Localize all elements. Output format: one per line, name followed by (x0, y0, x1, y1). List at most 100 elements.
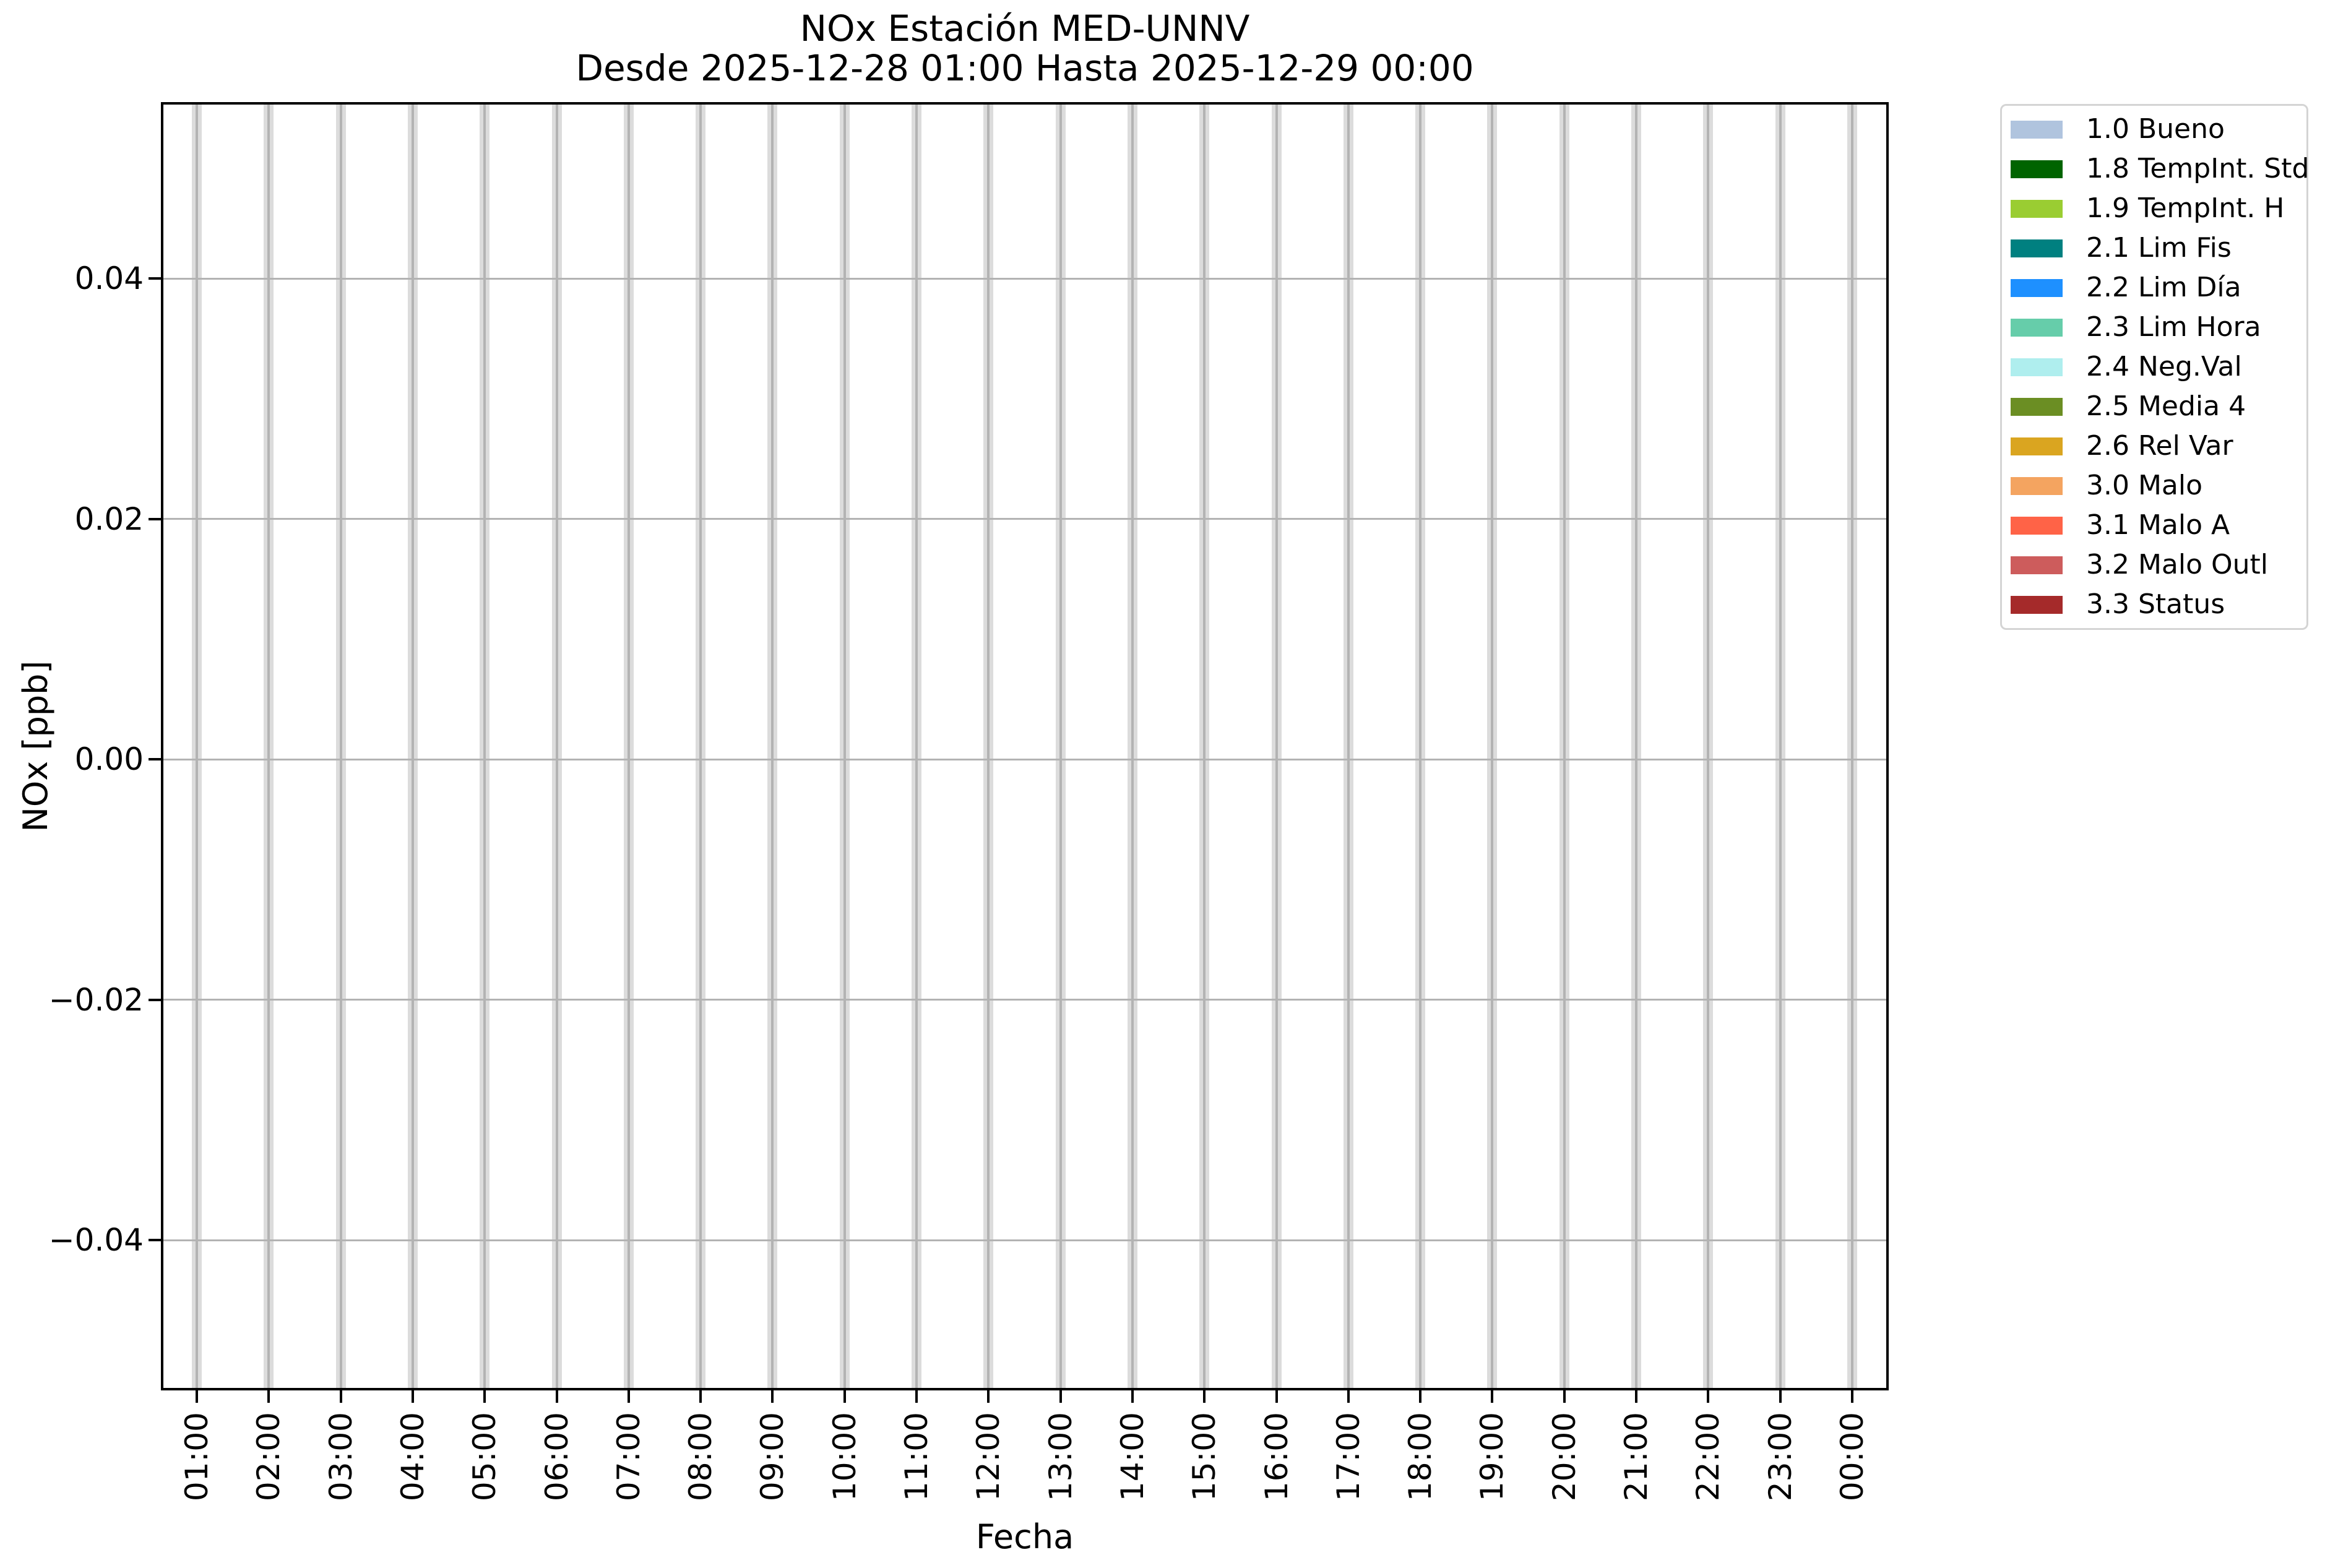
legend-label: 1.8 TempInt. Std (2086, 153, 2310, 184)
x-tick-label: 23:00 (1762, 1412, 1798, 1502)
x-gridline (1347, 102, 1350, 1390)
x-tick-label: 16:00 (1258, 1412, 1295, 1502)
x-tick (627, 1390, 630, 1403)
x-tick (555, 1390, 558, 1403)
legend-label: 3.0 Malo (2086, 470, 2203, 501)
x-tick (699, 1390, 702, 1403)
legend-label: 2.2 Lim Día (2086, 272, 2241, 303)
x-tick (1779, 1390, 1782, 1403)
y-tick (149, 277, 161, 280)
legend-label: 3.1 Malo A (2086, 509, 2230, 541)
legend-label: 2.3 Lim Hora (2086, 311, 2261, 343)
x-gridline (843, 102, 846, 1390)
legend-swatch (2011, 120, 2063, 139)
x-gridline (1491, 102, 1494, 1390)
legend-row: 2.4 Neg.Val (2011, 347, 2306, 387)
y-gridline (161, 1239, 1889, 1241)
legend-row: 3.1 Malo A (2011, 506, 2306, 545)
x-tick (987, 1390, 990, 1403)
x-tick-label: 08:00 (683, 1412, 719, 1502)
x-gridline (987, 102, 990, 1390)
x-axis-label: Fecha (975, 1517, 1074, 1556)
x-tick-label: 05:00 (467, 1412, 503, 1502)
x-tick (1275, 1390, 1278, 1403)
legend-swatch (2011, 278, 2063, 297)
x-tick-label: 04:00 (394, 1412, 431, 1502)
legend-swatch (2011, 476, 2063, 495)
x-tick-label: 13:00 (1042, 1412, 1079, 1502)
x-tick (483, 1390, 486, 1403)
x-tick-label: 20:00 (1546, 1412, 1582, 1502)
x-gridline (483, 102, 486, 1390)
x-tick (1850, 1390, 1853, 1403)
legend-row: 1.0 Bueno (2011, 110, 2306, 149)
x-gridline (267, 102, 270, 1390)
legend-row: 3.3 Status (2011, 585, 2306, 624)
y-tick-label: −0.04 (48, 1222, 144, 1259)
x-gridline (771, 102, 774, 1390)
x-gridline (1635, 102, 1638, 1390)
x-tick (771, 1390, 774, 1403)
legend-row: 1.8 TempInt. Std (2011, 149, 2310, 189)
x-tick (1635, 1390, 1638, 1403)
legend-row: 3.2 Malo Outl (2011, 545, 2306, 585)
x-tick (267, 1390, 270, 1403)
x-tick-label: 01:00 (179, 1412, 215, 1502)
x-tick-label: 00:00 (1834, 1412, 1870, 1502)
x-tick (1563, 1390, 1566, 1403)
chart-subtitle: Desde 2025-12-28 01:00 Hasta 2025-12-29 … (576, 47, 1474, 89)
y-tick (149, 998, 161, 1001)
x-gridline (411, 102, 414, 1390)
legend-label: 2.5 Media 4 (2086, 390, 2246, 422)
x-tick (843, 1390, 846, 1403)
legend-label: 3.2 Malo Outl (2086, 549, 2269, 580)
x-gridline (1707, 102, 1710, 1390)
x-tick (339, 1390, 342, 1403)
y-tick (149, 517, 161, 520)
x-gridline (915, 102, 918, 1390)
x-tick-label: 10:00 (826, 1412, 863, 1502)
x-tick-label: 17:00 (1330, 1412, 1366, 1502)
legend-row: 2.6 Rel Var (2011, 426, 2306, 466)
x-tick-label: 14:00 (1114, 1412, 1150, 1502)
legend-row: 3.0 Malo (2011, 466, 2306, 506)
x-tick (915, 1390, 918, 1403)
legend-label: 1.0 Bueno (2086, 113, 2225, 145)
x-tick (1203, 1390, 1206, 1403)
chart-title: NOx Estación MED-UNNV (800, 7, 1250, 50)
x-tick (1131, 1390, 1134, 1403)
x-tick-label: 03:00 (322, 1412, 359, 1502)
x-tick-label: 02:00 (251, 1412, 287, 1502)
y-gridline (161, 518, 1889, 520)
legend-label: 3.3 Status (2086, 588, 2225, 620)
axes-spines (161, 102, 1889, 1390)
legend-label: 2.4 Neg.Val (2086, 351, 2242, 382)
legend-swatch (2011, 595, 2063, 614)
plot-area (161, 102, 1889, 1390)
x-gridline (1131, 102, 1134, 1390)
legend-row: 2.3 Lim Hora (2011, 308, 2306, 347)
y-tick-label: −0.02 (48, 981, 144, 1018)
legend-swatch (2011, 160, 2063, 178)
x-tick (196, 1390, 198, 1403)
legend-swatch (2011, 437, 2063, 455)
legend-swatch (2011, 318, 2063, 337)
x-tick-label: 06:00 (538, 1412, 575, 1502)
legend-swatch (2011, 397, 2063, 416)
x-gridline (196, 102, 198, 1390)
x-tick (1491, 1390, 1494, 1403)
legend-swatch (2011, 358, 2063, 376)
y-gridline (161, 277, 1889, 280)
legend-swatch (2011, 556, 2063, 574)
y-tick (149, 758, 161, 761)
legend-row: 2.5 Media 4 (2011, 387, 2306, 426)
y-gridline (161, 758, 1889, 760)
x-gridline (555, 102, 558, 1390)
x-tick (1707, 1390, 1710, 1403)
x-tick-label: 22:00 (1690, 1412, 1727, 1502)
x-tick (1059, 1390, 1062, 1403)
x-tick-label: 19:00 (1474, 1412, 1511, 1502)
x-tick (1347, 1390, 1350, 1403)
x-tick (411, 1390, 414, 1403)
legend-swatch (2011, 516, 2063, 535)
